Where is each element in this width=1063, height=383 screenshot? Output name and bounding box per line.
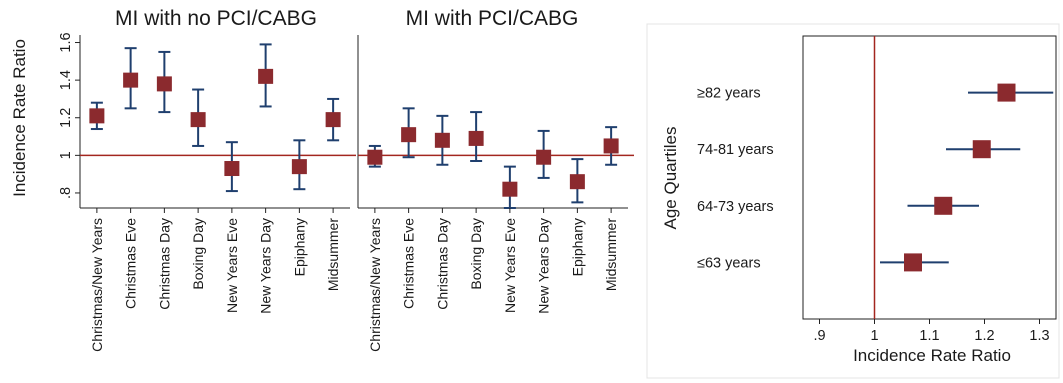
category-label: New Years Day xyxy=(258,218,274,314)
point-estimate xyxy=(224,161,240,177)
point-estimate xyxy=(934,196,953,215)
category-label: Epiphany xyxy=(569,218,585,276)
category-label: New Years Eve xyxy=(502,218,518,313)
point-estimate xyxy=(367,149,383,165)
y-tick-label: .8 xyxy=(58,187,74,199)
category-label: Christmas/New Years xyxy=(89,218,105,352)
panel2-title: MI with PCI/CABG xyxy=(406,7,579,30)
point-estimate xyxy=(997,83,1016,102)
category-label: Christmas Day xyxy=(156,218,172,310)
panel-mi-with-pci: MI with PCI/CABG Christmas/New Years Chri… xyxy=(357,7,634,352)
x-tick-label: 1.1 xyxy=(919,328,939,344)
category-label: Christmas/New Years xyxy=(367,218,383,352)
point-estimate xyxy=(190,112,206,128)
age-quartile-label: ≥82 years xyxy=(697,86,761,102)
point-estimate xyxy=(401,127,417,143)
age-quartile-label: 74-81 years xyxy=(697,142,774,158)
point-estimate xyxy=(258,68,274,84)
panel3-y-axis-label: Age Quartiles xyxy=(661,127,680,230)
panel1-title: MI with no PCI/CABG xyxy=(115,7,317,30)
point-estimate xyxy=(536,149,552,165)
point-estimate xyxy=(89,108,105,124)
panel3-plot-frame xyxy=(802,35,1057,320)
point-estimate xyxy=(603,138,619,154)
panel3-x-axis-label: Incidence Rate Ratio xyxy=(853,346,1011,365)
category-label: Boxing Day xyxy=(190,218,206,290)
panel-age-quartiles: Age Quartiles Incidence Rate Ratio .9 1 1.… xyxy=(646,23,1060,379)
point-estimate xyxy=(325,112,341,128)
y-tick-label: 1.4 xyxy=(58,70,74,90)
y-tick-label: 1.2 xyxy=(58,108,74,128)
panel3-border xyxy=(646,23,1060,379)
panel1-y-axis-label: Incidence Rate Ratio xyxy=(10,39,29,197)
panel-mi-no-pci: MI with no PCI/CABG Incidence Rate Ratio… xyxy=(10,7,356,352)
y-tick-label: 1.6 xyxy=(58,32,74,52)
point-estimate xyxy=(468,130,484,146)
category-label: Christmas Eve xyxy=(401,218,417,309)
x-tick-label: 1.2 xyxy=(974,328,994,344)
category-label: New Years Eve xyxy=(224,218,240,313)
category-label: Midsummer xyxy=(603,218,619,291)
point-estimate xyxy=(434,132,450,148)
point-estimate xyxy=(904,253,922,272)
x-tick-label: .9 xyxy=(813,328,825,344)
age-quartile-label: ≤63 years xyxy=(697,255,761,271)
point-estimate xyxy=(502,181,518,197)
category-label: New Years Day xyxy=(536,218,552,314)
category-label: Boxing Day xyxy=(468,218,484,290)
point-estimate xyxy=(569,174,585,190)
age-quartile-label: 64-73 years xyxy=(697,199,774,215)
y-tick-label: 1 xyxy=(58,151,74,159)
category-label: Epiphany xyxy=(291,218,307,276)
point-estimate xyxy=(123,72,139,88)
point-estimate xyxy=(972,140,991,159)
category-label: Midsummer xyxy=(325,218,341,291)
category-label: Christmas Eve xyxy=(123,218,139,309)
point-estimate xyxy=(291,159,307,175)
point-estimate xyxy=(156,76,172,92)
x-tick-label: 1.3 xyxy=(1029,328,1049,344)
category-label: Christmas Day xyxy=(434,218,450,310)
x-tick-label: 1 xyxy=(870,328,878,344)
